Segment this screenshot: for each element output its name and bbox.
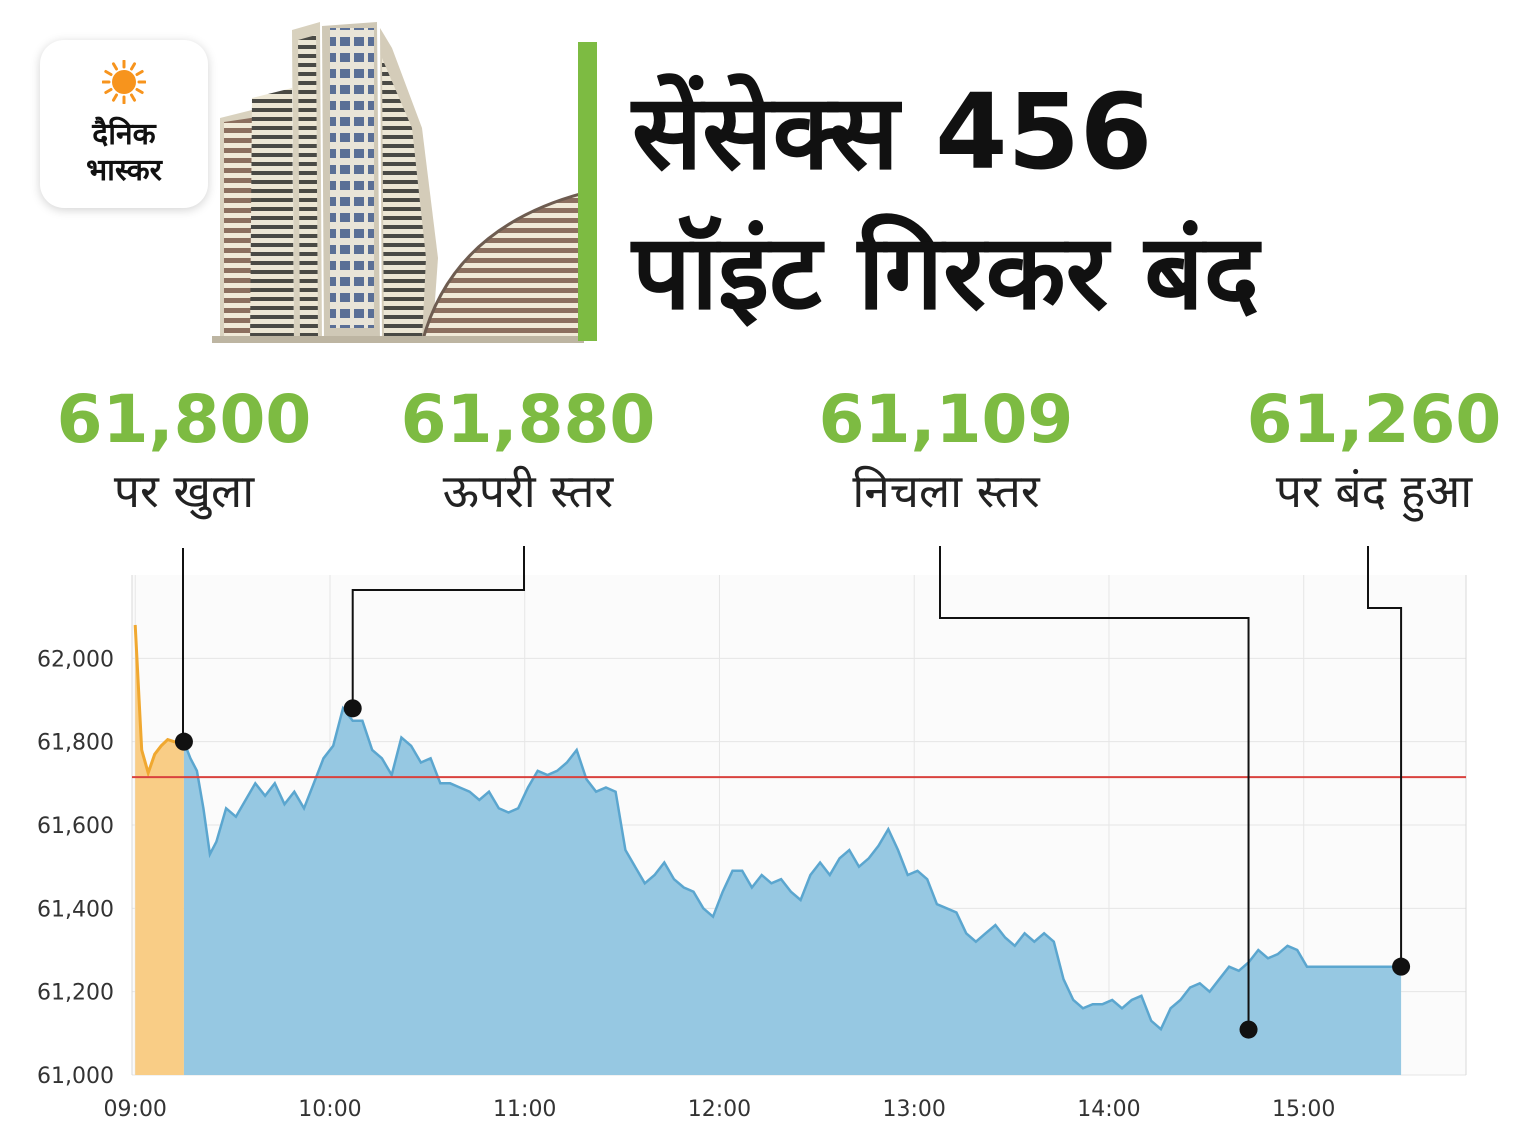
callout-close-label: पर बंद हुआ [1275, 464, 1473, 518]
y-tick-label: 61,800 [37, 731, 114, 756]
callout-low: 61,109 निचला स्तर [786, 380, 1106, 522]
chart-axis-labels: 62,000 61,800 61,600 61,400 61,200 61,000 09:0… [37, 647, 1335, 1122]
headline-line-1: सेंसेक्स 456 [632, 71, 1153, 193]
logo-text-line1: दैनिक [92, 117, 156, 152]
sun-ray [112, 62, 118, 71]
logo-text-line2: भास्कर [86, 153, 162, 188]
sun-ray [104, 70, 113, 76]
y-tick-label: 61,600 [37, 814, 114, 839]
callout-high: 61,880 ऊपरी स्तर [368, 380, 688, 522]
x-tick-label: 14:00 [1077, 1097, 1140, 1122]
y-tick-label: 62,000 [37, 647, 114, 672]
callout-marker-dot [343, 699, 362, 718]
sun-ray [112, 93, 118, 102]
callout-high-label: ऊपरी स्तर [442, 464, 614, 518]
callout-connector-line [1367, 546, 1403, 967]
callout-marker-dot [174, 732, 193, 751]
sun-ray [135, 88, 144, 94]
sensex-area [183, 708, 1402, 1075]
x-tick-label: 12:00 [688, 1097, 751, 1122]
callout-connector-line [351, 546, 525, 709]
callout-high-value: 61,880 [400, 381, 656, 458]
sensex-intraday-chart: 62,000 61,800 61,600 61,400 61,200 61,000 09:0… [37, 546, 1467, 1122]
sun-ray [104, 88, 113, 94]
chart-callout-connectors [174, 546, 1411, 1039]
callout-low-label: निचला स्तर [852, 464, 1040, 518]
headline-line-2: पॉइंट गिरकर बंद [632, 211, 1259, 333]
callout-close-value: 61,260 [1246, 381, 1502, 458]
callout-open: 61,800 पर खुला [24, 380, 344, 522]
callout-connector-line [939, 546, 1250, 1030]
x-tick-label: 11:00 [493, 1097, 556, 1122]
sun-ray [130, 93, 136, 102]
y-tick-label: 61,400 [37, 897, 114, 922]
x-tick-label: 13:00 [883, 1097, 946, 1122]
dainik-bhaskar-logo: दैनिक भास्कर [40, 40, 208, 208]
x-tick-label: 09:00 [104, 1097, 167, 1122]
pre-open-area [135, 625, 184, 1075]
callout-close: 61,260 पर बंद हुआ [1214, 380, 1521, 522]
sun-ray [130, 62, 136, 71]
y-tick-label: 61,200 [37, 981, 114, 1006]
headline-accent-bar [578, 42, 597, 341]
callout-open-label: पर खुला [113, 464, 255, 518]
x-tick-label: 15:00 [1272, 1097, 1335, 1122]
callout-marker-dot [1392, 957, 1411, 976]
x-tick-label: 10:00 [298, 1097, 361, 1122]
stock-exchange-building-illustration [212, 22, 584, 343]
sensex-line [182, 705, 1402, 1032]
sun-logo-icon [102, 60, 146, 104]
sun-ray [135, 70, 144, 76]
callout-low-value: 61,109 [818, 381, 1074, 458]
callout-open-value: 61,800 [56, 381, 312, 458]
y-tick-label: 61,000 [37, 1064, 114, 1089]
callout-marker-dot [1239, 1020, 1258, 1039]
chart-area-layer [132, 624, 1466, 1075]
